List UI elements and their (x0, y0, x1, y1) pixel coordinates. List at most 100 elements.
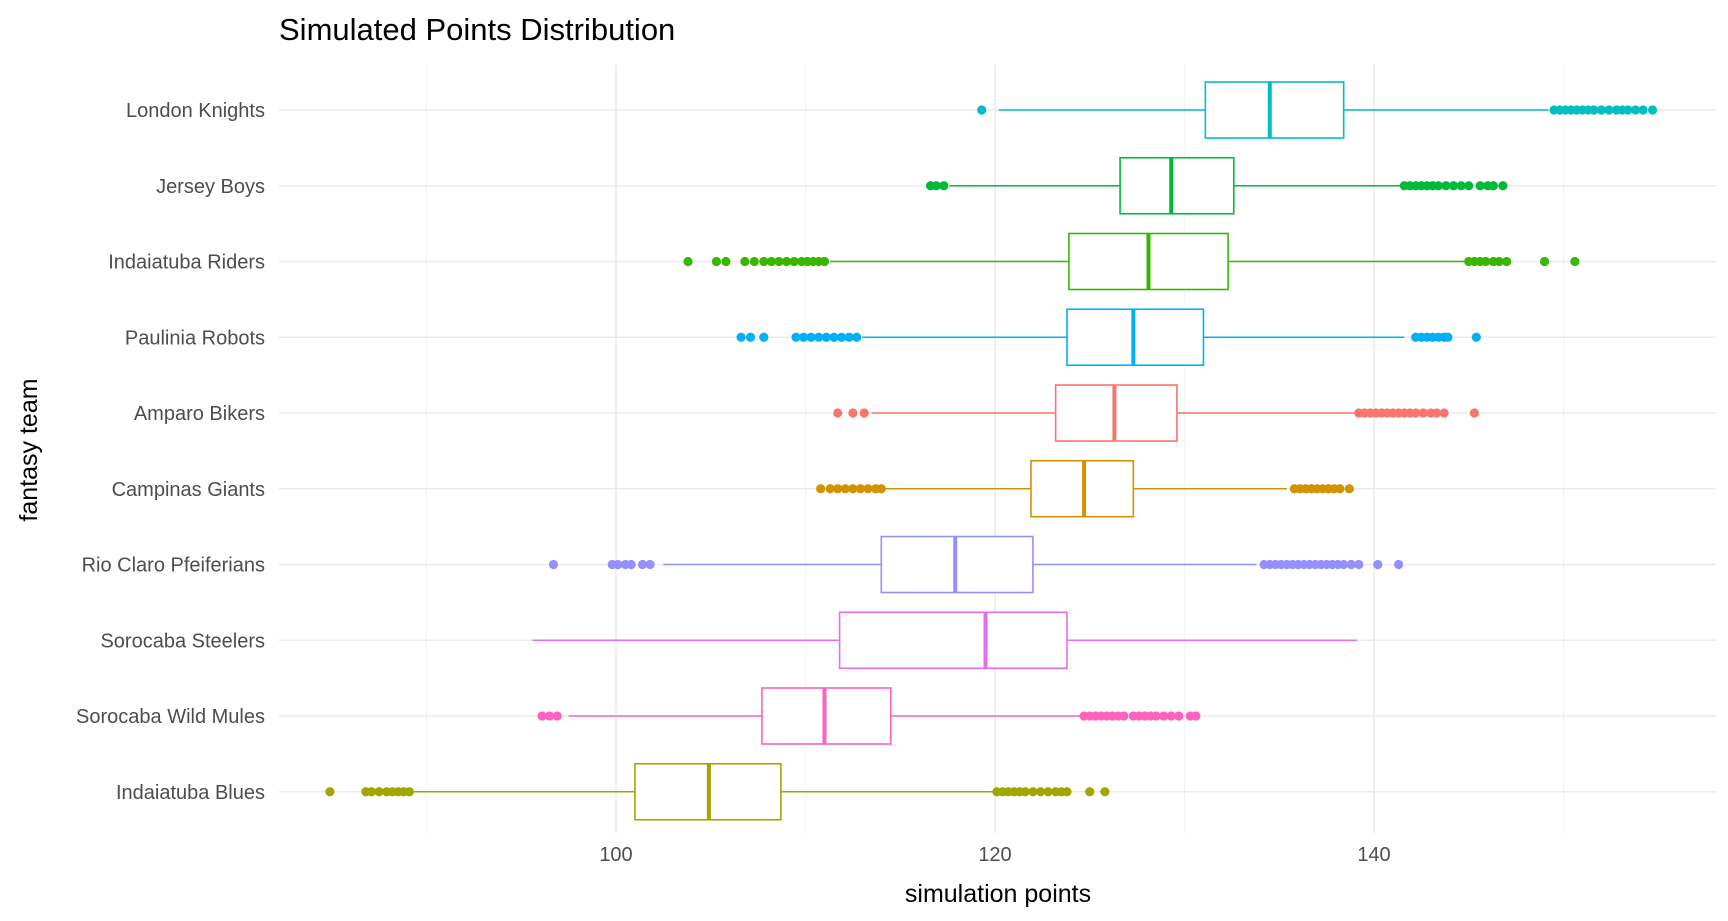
outlier-point (1443, 332, 1453, 342)
outlier-point (825, 484, 835, 494)
outlier-point (1604, 105, 1614, 115)
outlier-point (791, 332, 801, 342)
y-tick-label: Campinas Giants (112, 479, 265, 501)
x-tick-label: 100 (599, 844, 632, 866)
outlier-point (645, 559, 655, 570)
outlier-point (1191, 711, 1201, 721)
outlier-point (859, 408, 869, 418)
outlier-point (637, 559, 648, 570)
outlier-point (814, 332, 824, 342)
outlier-point (931, 181, 941, 191)
outlier-point (1346, 559, 1356, 570)
outlier-point (366, 787, 377, 797)
outlier-point (1020, 787, 1030, 797)
outlier-point (1159, 711, 1169, 721)
outlier-point (626, 559, 636, 570)
box-jersey-boys (925, 156, 1508, 215)
outlier-point (1394, 559, 1404, 570)
outlier-point (1085, 787, 1095, 797)
outlier-point (1411, 408, 1421, 418)
outlier-point (711, 256, 722, 267)
outlier-point (1028, 787, 1038, 797)
outlier-point (1335, 484, 1345, 494)
outlier-point (977, 105, 987, 115)
outlier-point (740, 256, 750, 267)
outlier-point (759, 256, 769, 267)
outlier-point (1166, 711, 1176, 721)
outlier-point (749, 256, 759, 267)
outlier-point (759, 332, 769, 342)
outlier-point (852, 332, 862, 342)
grid (279, 65, 1716, 833)
outlier-point (1339, 559, 1349, 570)
outlier-point (1469, 408, 1480, 418)
outlier-point (1539, 256, 1550, 267)
y-tick-label: Rio Claro Pfeiferians (82, 555, 265, 577)
chart-title: Simulated Points Distribution (279, 12, 675, 47)
outlier-point (736, 332, 746, 342)
outlier-point (1062, 787, 1072, 797)
y-tick-label: Indaiatuba Blues (116, 782, 265, 804)
outlier-point (1035, 787, 1046, 797)
outlier-point (548, 559, 559, 570)
outlier-point (1448, 181, 1459, 191)
boxes (325, 81, 1658, 821)
box-sorocaba-wild-mules (537, 687, 1201, 745)
y-tick-label: Sorocaba Wild Mules (76, 706, 265, 728)
outlier-point (1638, 105, 1648, 115)
outlier-point (774, 256, 784, 267)
outlier-point (1456, 181, 1466, 191)
outlier-point (1471, 332, 1481, 342)
outlier-point (1043, 787, 1053, 797)
y-tick-label: Amparo Bikers (134, 403, 265, 425)
outlier-point (789, 256, 799, 267)
box-rio-claro-pfeiferians (548, 535, 1404, 594)
outlier-point (683, 256, 693, 267)
box-campinas-giants (816, 459, 1354, 518)
outlier-point (848, 408, 858, 418)
x-axis-title: simulation points (905, 880, 1091, 908)
outlier-point (766, 256, 776, 267)
y-tick-label: Jersey Boys (156, 176, 265, 198)
box-indaiatuba-riders (683, 232, 1580, 291)
outlier-point (745, 332, 756, 342)
outlier-point (1344, 484, 1354, 494)
outlier-point (863, 484, 873, 494)
outlier-point (1439, 408, 1449, 418)
outlier-point (721, 256, 731, 267)
y-axis-title: fantasy team (15, 378, 43, 521)
outlier-point (799, 332, 809, 342)
outlier-point (836, 332, 847, 342)
outlier-point (1119, 711, 1129, 721)
outlier-point (1647, 105, 1658, 115)
outlier-point (1354, 559, 1364, 570)
outlier-point (1418, 408, 1428, 418)
outlier-point (821, 332, 831, 342)
outlier-point (404, 787, 415, 797)
x-tick-label: 120 (978, 844, 1011, 866)
outlier-point (545, 711, 555, 721)
outlier-point (840, 484, 850, 494)
outlier-point (1502, 256, 1512, 267)
outlier-point (1441, 181, 1451, 191)
outlier-point (537, 711, 547, 721)
outlier-point (1589, 105, 1599, 115)
outlier-point (844, 332, 854, 342)
y-tick-label: Indaiatuba Riders (108, 252, 265, 274)
box-sorocaba-steelers (532, 611, 1357, 670)
y-tick-label: Sorocaba Steelers (100, 630, 265, 652)
y-tick-labels: London Knights Jersey Boys Indaiatuba Ride… (76, 100, 265, 804)
outlier-point (1433, 181, 1444, 191)
y-tick-label: London Knights (126, 100, 265, 122)
outlier-point (1174, 711, 1184, 721)
box-london-knights (977, 81, 1658, 139)
box-amparo-bikers (833, 384, 1480, 442)
outlier-point (325, 787, 335, 797)
outlier-point (1488, 181, 1498, 191)
outlier-point (1494, 256, 1504, 267)
iqr-box (1204, 81, 1345, 139)
iqr-box (1119, 156, 1235, 215)
outlier-point (552, 711, 562, 721)
outlier-point (816, 484, 826, 494)
